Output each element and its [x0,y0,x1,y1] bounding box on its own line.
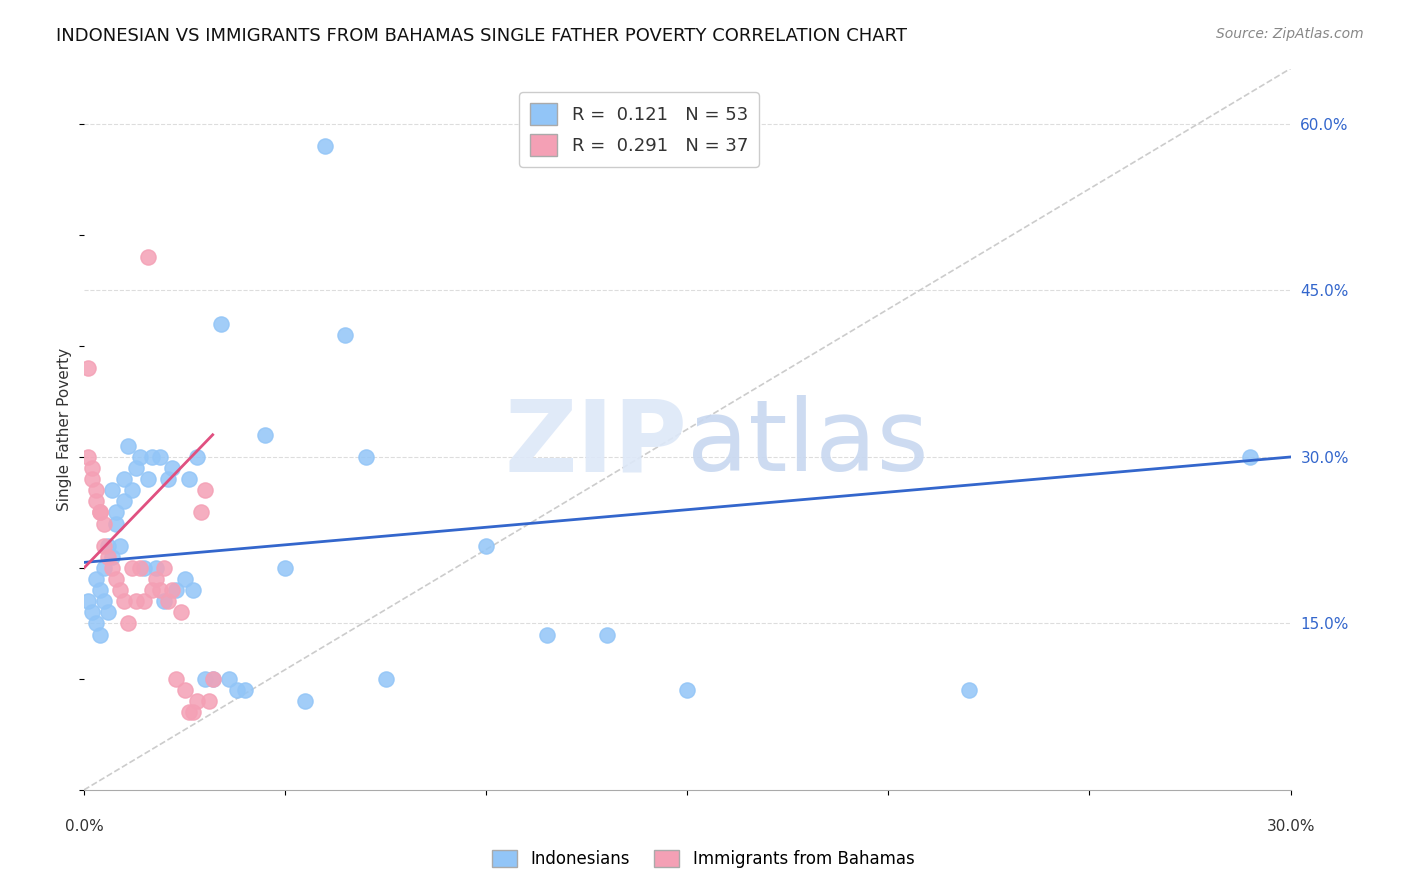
Point [197,694,219,708]
Point [93,516,115,531]
Point [225,683,247,698]
Point [153,561,176,575]
Point [89,583,111,598]
Point [129,561,152,575]
Point [112,472,135,486]
Point [166,583,188,598]
Point [80,461,103,475]
Point [157,472,180,486]
Legend: R =  0.121   N = 53, R =  0.291   N = 37: R = 0.121 N = 53, R = 0.291 N = 37 [519,92,759,167]
Point [108,583,131,598]
Point [169,605,191,619]
Point [149,450,172,464]
Text: atlas: atlas [688,395,929,492]
Text: 0.0%: 0.0% [65,819,104,834]
Point [141,583,163,598]
Point [134,561,156,575]
Point [134,594,156,608]
Point [105,572,128,586]
Point [145,561,167,575]
Point [194,672,217,686]
Point [354,450,377,464]
Point [1239,450,1261,464]
Point [84,483,107,498]
Text: INDONESIAN VS IMMIGRANTS FROM BAHAMAS SINGLE FATHER POVERTY CORRELATION CHART: INDONESIAN VS IMMIGRANTS FROM BAHAMAS SI… [56,27,907,45]
Point [84,572,107,586]
Point [125,461,148,475]
Point [181,705,204,719]
Point [145,572,167,586]
Point [121,483,143,498]
Legend: Indonesians, Immigrants from Bahamas: Indonesians, Immigrants from Bahamas [485,843,921,875]
Point [253,427,276,442]
Text: Source: ZipAtlas.com: Source: ZipAtlas.com [1216,27,1364,41]
Point [149,583,172,598]
Point [80,605,103,619]
Point [89,506,111,520]
Point [89,506,111,520]
Point [117,616,139,631]
Point [190,506,212,520]
Y-axis label: Single Father Poverty: Single Father Poverty [58,348,72,511]
Point [536,627,558,641]
Point [194,483,217,498]
Point [77,594,100,608]
Point [162,461,184,475]
Point [274,561,297,575]
Point [105,516,128,531]
Point [121,561,143,575]
Point [84,494,107,508]
Text: 30.0%: 30.0% [1267,819,1315,834]
Point [201,672,224,686]
Point [201,672,224,686]
Point [209,317,232,331]
Point [335,327,357,342]
Point [173,683,195,698]
Point [101,549,124,564]
Point [112,494,135,508]
Point [475,539,498,553]
Point [117,439,139,453]
Point [77,361,100,376]
Point [112,594,135,608]
Point [177,705,200,719]
Point [93,561,115,575]
Point [294,694,316,708]
Point [97,549,120,564]
Point [314,139,336,153]
Point [84,616,107,631]
Point [97,605,120,619]
Point [129,450,152,464]
Point [957,683,980,698]
Point [596,627,619,641]
Point [138,250,160,264]
Point [676,683,699,698]
Point [138,472,160,486]
Point [162,583,184,598]
Point [218,672,240,686]
Point [177,472,200,486]
Point [101,561,124,575]
Point [97,539,120,553]
Point [166,672,188,686]
Point [80,472,103,486]
Point [93,539,115,553]
Point [141,450,163,464]
Point [173,572,195,586]
Point [93,594,115,608]
Point [181,583,204,598]
Point [153,594,176,608]
Point [157,594,180,608]
Point [125,594,148,608]
Point [233,683,256,698]
Point [374,672,396,686]
Point [105,506,128,520]
Point [186,450,208,464]
Text: ZIP: ZIP [505,395,688,492]
Point [77,450,100,464]
Point [89,627,111,641]
Point [101,483,124,498]
Point [108,539,131,553]
Point [186,694,208,708]
